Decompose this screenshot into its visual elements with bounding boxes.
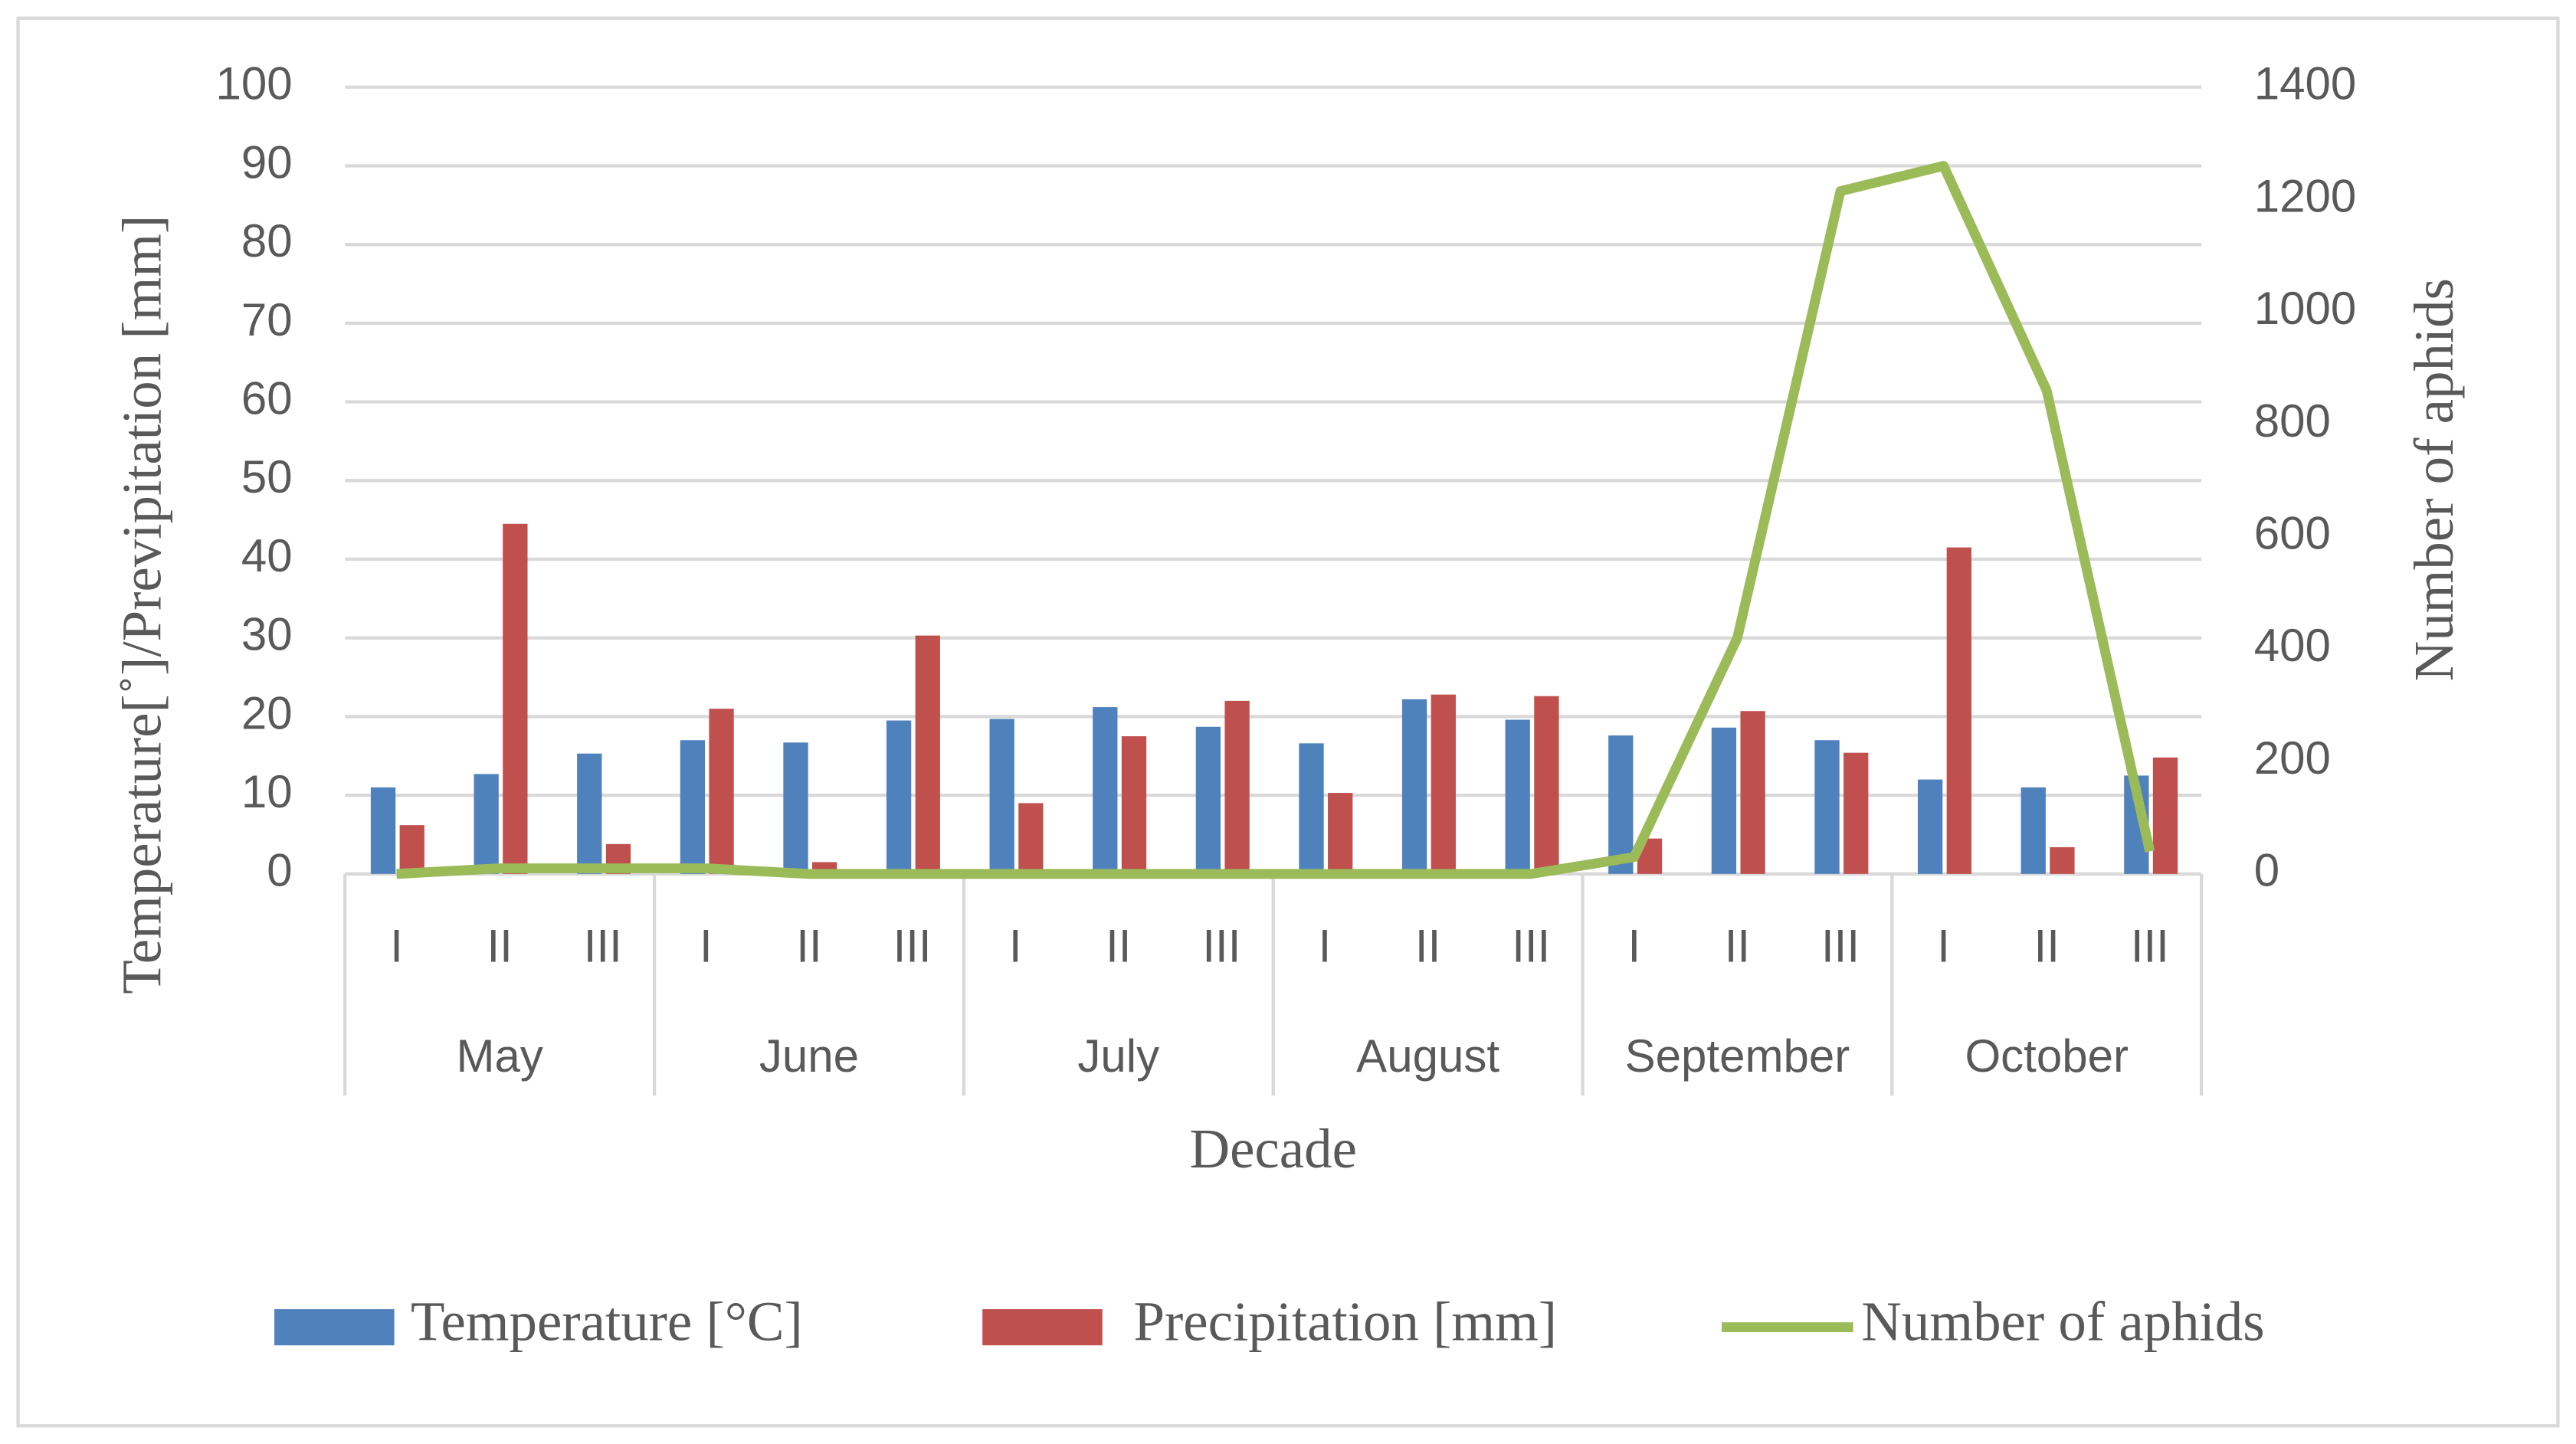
x-tick-label: II <box>796 920 821 971</box>
bar <box>1093 707 1118 874</box>
y-tick-label: 60 <box>241 372 293 424</box>
legend-label: Number of aphids <box>1861 1290 2264 1352</box>
bar <box>680 740 706 874</box>
y2-axis-title: Number of aphids <box>2403 278 2465 681</box>
y-tick-label: 100 <box>216 58 293 110</box>
bar <box>915 635 940 874</box>
x-axis-title: Decade <box>1189 1118 1357 1180</box>
y-tick-label: 40 <box>241 530 293 581</box>
y-tick-label: 90 <box>241 136 293 188</box>
bar <box>1121 736 1147 874</box>
y2-tick-label: 400 <box>2254 620 2331 671</box>
bar <box>1505 719 1530 874</box>
y-tick-label: 0 <box>267 845 292 896</box>
x-tick-label: III <box>1512 920 1550 971</box>
y2-tick-label: 1400 <box>2254 58 2357 110</box>
x-tick-label: II <box>1106 920 1131 971</box>
y-tick-label: 20 <box>241 687 293 738</box>
bar <box>1946 547 1971 874</box>
bar <box>1534 696 1559 874</box>
x-tick-label: I <box>1319 920 1332 971</box>
x-tick-label: I <box>1937 920 1950 971</box>
bar <box>1844 752 1869 874</box>
y2-tick-label: 200 <box>2254 732 2331 784</box>
y2-tick-label: 1000 <box>2254 283 2357 334</box>
y2-tick-label: 0 <box>2254 845 2279 896</box>
bar <box>2050 846 2075 874</box>
x-tick-label: III <box>1202 920 1240 971</box>
x-tick-label: III <box>2131 920 2169 971</box>
legend-label: Temperature [°C] <box>411 1290 803 1352</box>
x-tick-label: I <box>700 920 713 971</box>
x-tick-label: III <box>893 920 932 971</box>
bar <box>1431 694 1456 874</box>
group-label: July <box>1077 1030 1159 1082</box>
bar <box>577 753 602 874</box>
group-label: June <box>759 1030 859 1082</box>
y-tick-label: 70 <box>241 294 293 345</box>
x-tick-label: II <box>2034 920 2060 971</box>
bar <box>783 742 808 874</box>
x-tick-label: III <box>1821 920 1860 971</box>
bar <box>989 719 1014 874</box>
bar <box>1608 735 1634 874</box>
y2-tick-label: 1200 <box>2254 170 2357 221</box>
bar <box>1814 740 1840 874</box>
bar <box>474 774 499 874</box>
y-tick-label: 80 <box>241 215 293 267</box>
bar <box>1018 803 1044 874</box>
y2-tick-label: 600 <box>2254 508 2331 559</box>
y-tick-label: 50 <box>241 451 293 503</box>
bar <box>2020 787 2046 874</box>
line <box>396 161 2155 879</box>
x-tick-label: II <box>487 920 512 971</box>
x-tick-label: II <box>1725 920 1750 971</box>
group-label: October <box>1965 1030 2128 1082</box>
bar <box>1328 793 1353 874</box>
y2-tick-label: 800 <box>2254 395 2331 447</box>
legend-swatch <box>274 1309 395 1346</box>
bar <box>1224 700 1250 874</box>
x-tick-label: II <box>1415 920 1440 971</box>
group-label: May <box>456 1030 542 1082</box>
legend-swatch <box>982 1309 1103 1346</box>
y-axis-title: Temperature[˚]/Previpitation [mm] <box>111 215 173 994</box>
bar <box>399 825 424 874</box>
bar <box>2152 757 2178 874</box>
legend-label: Precipitation [mm] <box>1133 1290 1557 1352</box>
y-tick-label: 10 <box>241 766 293 817</box>
x-tick-label: I <box>1009 920 1022 971</box>
bar <box>503 523 528 874</box>
bar <box>709 709 734 874</box>
bar <box>1740 711 1765 874</box>
bar <box>1711 727 1737 874</box>
x-tick-label: I <box>390 920 403 971</box>
bar <box>886 720 912 874</box>
bar <box>1195 726 1221 874</box>
bar <box>370 787 396 874</box>
bar <box>1299 743 1324 874</box>
bar <box>1917 779 1943 874</box>
group-label: August <box>1356 1030 1499 1082</box>
bar <box>1401 699 1427 874</box>
frame <box>16 16 2560 1428</box>
group-label: September <box>1625 1030 1850 1082</box>
x-tick-label: III <box>584 920 622 971</box>
x-tick-label: I <box>1627 920 1640 971</box>
y-tick-label: 30 <box>241 609 293 660</box>
